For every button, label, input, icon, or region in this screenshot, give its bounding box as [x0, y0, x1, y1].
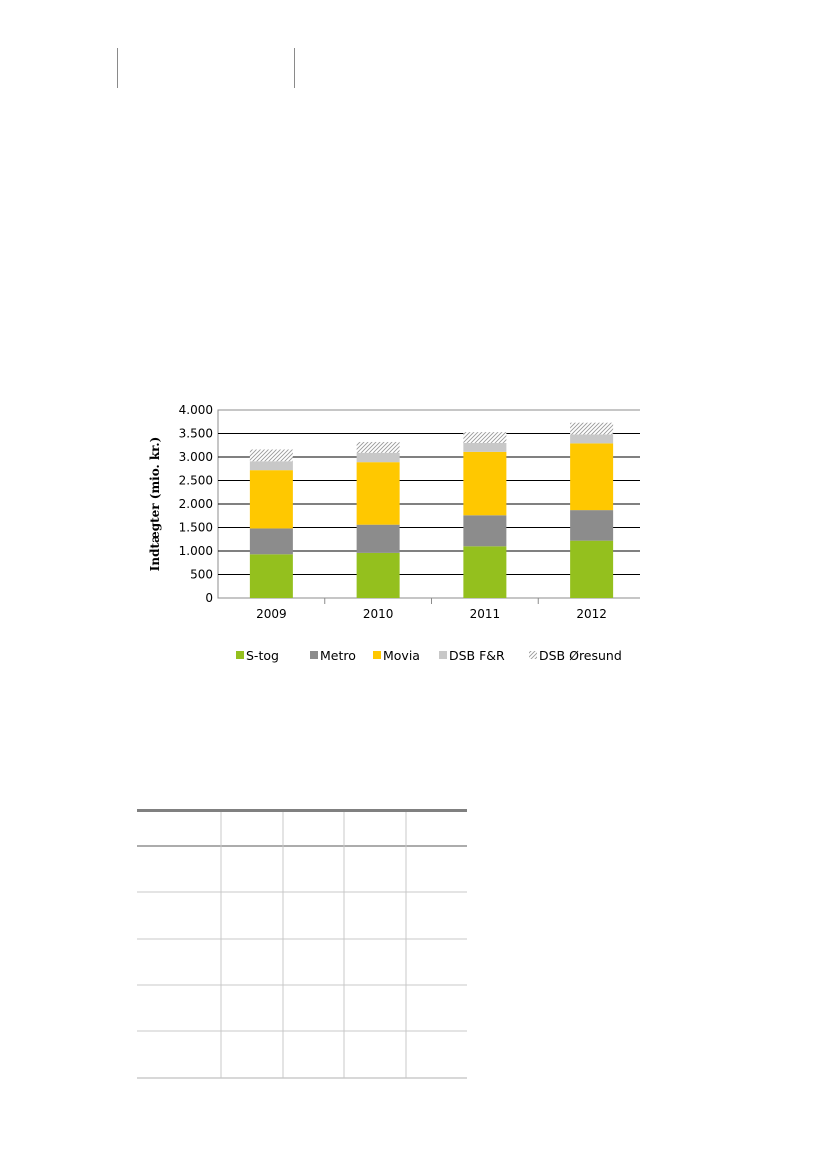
bar-segment — [356, 524, 400, 553]
y-tick-label: 1.500 — [179, 521, 213, 535]
legend-swatch — [529, 651, 537, 659]
bar-segment — [249, 528, 293, 555]
bar-segment — [356, 462, 400, 525]
x-tick-label: 2009 — [256, 607, 287, 621]
bar-segment — [463, 442, 507, 452]
revenue-stacked-bar-chart: 05001.0001.5002.0002.5003.0003.5004.000 … — [148, 403, 640, 663]
bar-segment — [463, 432, 507, 443]
legend-label: Movia — [383, 648, 420, 663]
bar-segment — [463, 515, 507, 547]
legend-label: Metro — [320, 648, 356, 663]
legend-label: DSB Øresund — [539, 648, 622, 663]
x-tick-label: 2012 — [576, 607, 607, 621]
bar-segment — [570, 443, 614, 511]
bar-segment — [570, 510, 614, 541]
bar-segment — [356, 441, 400, 453]
x-axis-ticks: 2009 2010 2011 2012 — [256, 598, 607, 621]
bar-segment — [249, 470, 293, 529]
x-tick-label: 2010 — [363, 607, 394, 621]
header-divider-right — [294, 48, 295, 88]
y-tick-label: 4.000 — [179, 403, 213, 417]
y-tick-label: 3.500 — [179, 427, 213, 441]
y-tick-label: 2.500 — [179, 474, 213, 488]
legend-label: S-tog — [246, 648, 279, 663]
legend-label: DSB F&R — [449, 648, 505, 663]
x-tick-label: 2011 — [470, 607, 501, 621]
y-axis-ticks: 0 500 1.000 1.500 2.000 2.500 3.000 3.500 4.000 — [179, 403, 213, 605]
bar-segment — [463, 546, 507, 598]
legend-swatch — [373, 651, 381, 659]
empty-data-table — [137, 809, 467, 1079]
bar-segment — [463, 451, 507, 516]
bars — [249, 422, 614, 598]
y-tick-label: 500 — [190, 568, 213, 582]
header-divider-left — [117, 48, 118, 88]
y-tick-label: 0 — [205, 591, 213, 605]
y-axis-label: Indtægter (mio. kr.) — [148, 437, 162, 572]
bar-segment — [570, 422, 614, 435]
legend-swatch — [236, 651, 244, 659]
y-tick-label: 3.000 — [179, 450, 213, 464]
bar-segment — [249, 461, 293, 471]
bar-segment — [249, 449, 293, 462]
y-tick-label: 1.000 — [179, 544, 213, 558]
y-tick-label: 2.000 — [179, 497, 213, 511]
legend-swatch — [439, 651, 447, 659]
bar-segment — [570, 540, 614, 598]
bar-segment — [570, 434, 614, 444]
legend-swatch — [310, 651, 318, 659]
bar-segment — [356, 552, 400, 598]
bar-segment — [249, 554, 293, 598]
bar-segment — [356, 452, 400, 463]
legend: S-tog Metro Movia DSB F&R DSB Øresund — [236, 648, 622, 663]
plot-area: 05001.0001.5002.0002.5003.0003.5004.000 … — [179, 403, 640, 621]
